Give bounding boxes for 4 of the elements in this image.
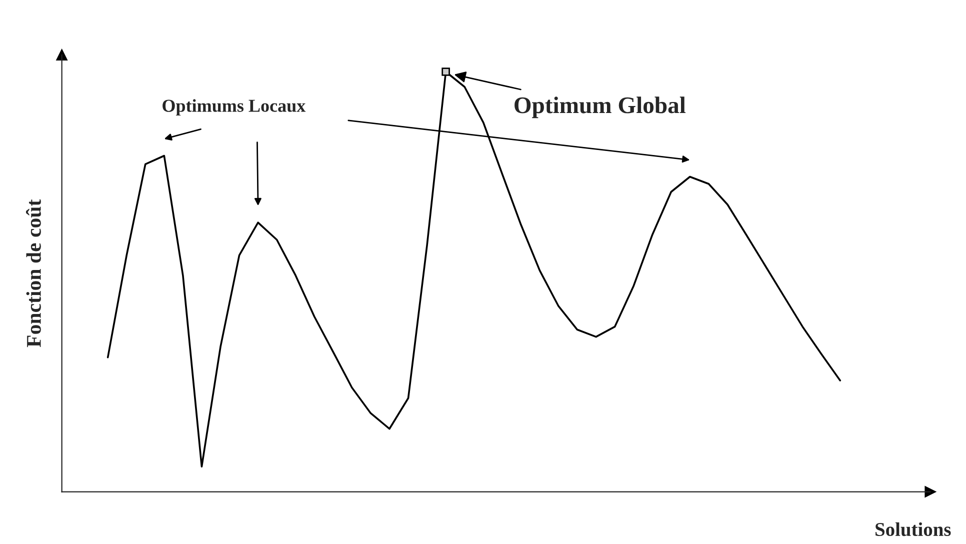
y-axis-title: Fonction de coût (26, 199, 41, 348)
x-axis-title: Solutions (876, 522, 951, 536)
annotation: Optimums Locaux (162, 99, 306, 116)
annotation: Optimum Global (514, 96, 686, 118)
